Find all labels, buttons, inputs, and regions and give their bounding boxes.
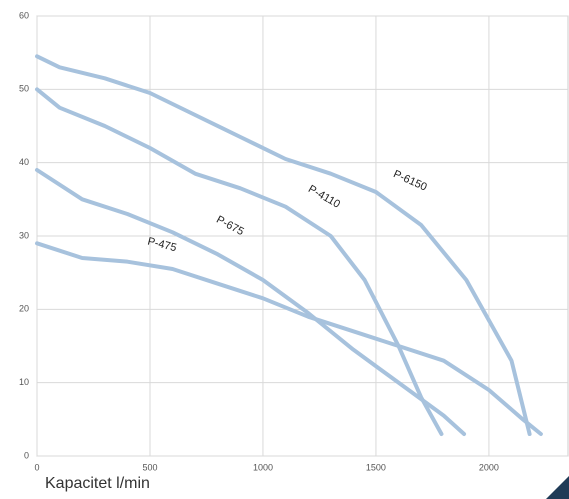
y-tick-label: 60	[19, 10, 29, 20]
y-tick-label: 20	[19, 304, 29, 314]
curve	[35, 54, 532, 436]
y-tick-label: 40	[19, 157, 29, 167]
x-tick-label: 2000	[479, 462, 499, 472]
curve-label: P-6150	[391, 168, 428, 193]
x-tick-label: 1000	[253, 462, 273, 472]
y-tick-label: 10	[19, 377, 29, 387]
y-tick-label: 50	[19, 84, 29, 94]
x-axis-label: Kapacitet l/min	[45, 475, 150, 492]
curve	[35, 87, 444, 436]
y-tick-label: 30	[19, 230, 29, 240]
corner-decoration	[546, 476, 569, 499]
curve	[35, 168, 467, 436]
curve	[35, 241, 543, 436]
curve-label: P-475	[146, 236, 177, 255]
x-tick-label: 0	[34, 462, 39, 472]
x-tick-label: 500	[142, 462, 157, 472]
curve-label: P-4110	[306, 183, 342, 211]
x-tick-label: 1500	[366, 462, 386, 472]
y-tick-label: 0	[24, 450, 29, 460]
curve-label: P-675	[214, 214, 246, 238]
